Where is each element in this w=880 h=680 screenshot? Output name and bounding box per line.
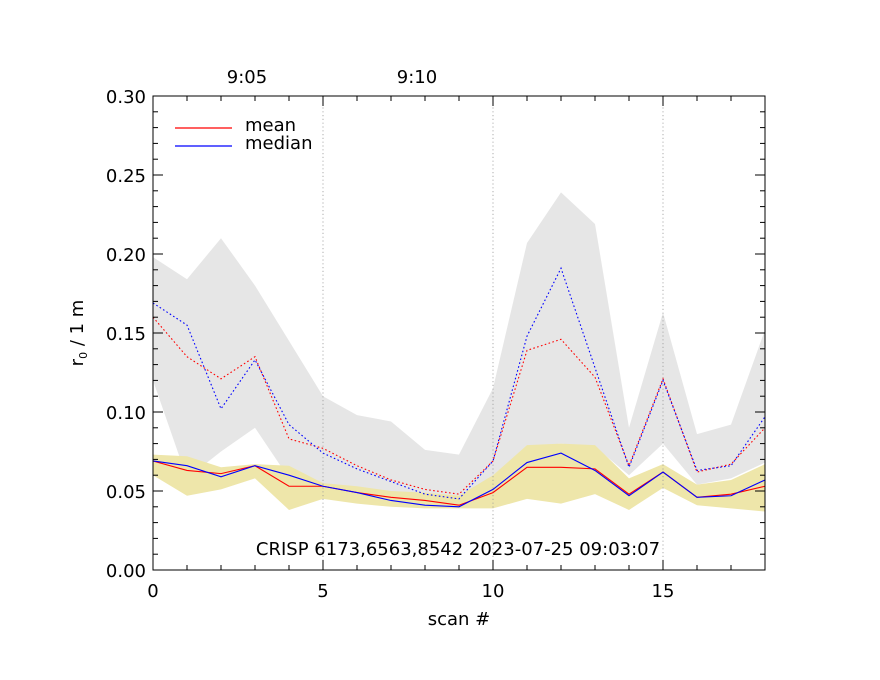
- legend-label-mean: mean: [245, 115, 296, 136]
- data-point-2-8: [424, 500, 425, 501]
- tick-labels: 0 5 10 15 9:05 9:10 0.00 0.05 0.10 0.15 0.20 0.25 0.…: [106, 67, 675, 602]
- data-point-3-4: [288, 475, 289, 476]
- data-point-0-6: [356, 465, 357, 466]
- data-point-0-12: [560, 339, 561, 340]
- data-point-2-17: [730, 494, 731, 495]
- data-point-2-7: [390, 497, 391, 498]
- data-point-2-9: [458, 505, 459, 506]
- data-point-1-6: [356, 468, 357, 469]
- legend: mean median: [175, 115, 312, 154]
- y-tick-label: 0.30: [106, 87, 146, 108]
- series-line-median-upper-: [152, 266, 766, 500]
- data-point-2-4: [288, 486, 289, 487]
- x-tick-label: 0: [147, 581, 158, 602]
- data-point-3-11: [526, 462, 527, 463]
- data-point-0-5: [322, 448, 323, 449]
- x-axis-label: scan #: [428, 609, 491, 630]
- data-point-3-5: [322, 486, 323, 487]
- time-tick-label: 9:10: [397, 67, 437, 88]
- chart-annotation: CRISP 6173,6563,8542 2023-07-25 09:03:07: [256, 539, 660, 560]
- data-point-2-11: [526, 467, 527, 468]
- data-point-0-3: [254, 356, 255, 357]
- data-point-3-16: [696, 497, 697, 498]
- series-lines: [152, 266, 766, 508]
- data-point-1-5: [322, 452, 323, 453]
- data-point-3-7: [390, 500, 391, 501]
- time-tick-label: 9:05: [227, 67, 267, 88]
- data-point-1-7: [390, 481, 391, 482]
- data-point-1-8: [424, 494, 425, 495]
- data-point-0-8: [424, 489, 425, 490]
- data-point-2-10: [492, 492, 493, 493]
- data-point-3-12: [560, 452, 561, 453]
- y-axis-label-subscript: 0: [77, 352, 90, 359]
- data-point-1-11: [526, 336, 527, 337]
- data-point-3-9: [458, 506, 459, 507]
- y-axis-label-suffix: / 1 m: [67, 300, 88, 352]
- data-point-1-12: [560, 268, 561, 269]
- y-axis-label: r0 / 1 m: [67, 300, 90, 367]
- series-line-median: [152, 452, 766, 508]
- y-tick-label: 0.15: [106, 324, 146, 345]
- data-point-0-7: [390, 479, 391, 480]
- data-point-1-4: [288, 424, 289, 425]
- y-tick-label: 0.00: [106, 561, 146, 582]
- data-point-0-9: [458, 494, 459, 495]
- y-tick-label: 0.25: [106, 166, 146, 187]
- data-point-1-9: [458, 498, 459, 499]
- y-tick-label: 0.05: [106, 482, 146, 503]
- y-tick-label: 0.20: [106, 245, 146, 266]
- data-point-0-2: [220, 378, 221, 379]
- data-point-0-4: [288, 438, 289, 439]
- series-line-mean-upper-: [152, 316, 766, 495]
- data-point-1-14: [628, 467, 629, 468]
- data-point-0-11: [526, 350, 527, 351]
- data-point-2-2: [220, 473, 221, 474]
- y-axis-label-main: r: [67, 358, 88, 366]
- data-point-2-12: [560, 467, 561, 468]
- data-point-1-13: [594, 367, 595, 368]
- data-point-2-13: [594, 468, 595, 469]
- data-point-3-10: [492, 489, 493, 490]
- data-point-1-17: [730, 465, 731, 466]
- y-tick-label: 0.10: [106, 403, 146, 424]
- data-point-2-14: [628, 494, 629, 495]
- data-point-3-15: [662, 471, 663, 472]
- data-point-2-1: [186, 470, 187, 471]
- data-point-3-1: [186, 465, 187, 466]
- data-point-3-3: [254, 465, 255, 466]
- data-point-3-17: [730, 495, 731, 496]
- data-point-0-1: [186, 356, 187, 357]
- data-point-1-15: [662, 380, 663, 381]
- x-tick-label: 5: [317, 581, 328, 602]
- x-tick-label: 15: [652, 581, 675, 602]
- range-bands: [153, 192, 765, 512]
- data-point-3-2: [220, 476, 221, 477]
- data-point-0-16: [696, 471, 697, 472]
- band-upper-range: [153, 192, 765, 504]
- data-point-0-13: [594, 377, 595, 378]
- data-point-3-6: [356, 492, 357, 493]
- data-point-1-2: [220, 408, 221, 409]
- data-point-1-16: [696, 470, 697, 471]
- data-point-1-1: [186, 325, 187, 326]
- legend-label-median: median: [245, 133, 312, 154]
- band-lower-range: [153, 443, 765, 512]
- data-point-3-13: [594, 470, 595, 471]
- axis-ticks: [152, 95, 766, 571]
- x-tick-label: 10: [482, 581, 505, 602]
- data-point-1-10: [492, 460, 493, 461]
- data-point-3-14: [628, 495, 629, 496]
- data-point-3-8: [424, 505, 425, 506]
- data-point-1-3: [254, 359, 255, 360]
